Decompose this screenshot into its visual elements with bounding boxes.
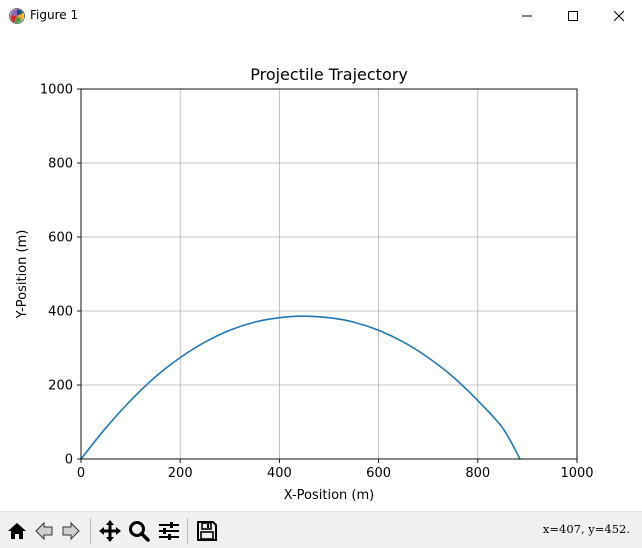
maximize-button[interactable]: [550, 0, 596, 32]
x-tick-label: 0: [77, 466, 85, 481]
forward-arrow-icon: [62, 521, 80, 541]
home-button[interactable]: [4, 518, 30, 544]
x-tick-label: 800: [465, 466, 490, 481]
configure-subplots-button[interactable]: [156, 518, 182, 544]
back-arrow-icon: [35, 521, 53, 541]
maximize-icon: [568, 11, 578, 21]
x-tick-label: 400: [267, 466, 292, 481]
axes-frame: [80, 88, 578, 460]
minimize-button[interactable]: [504, 0, 550, 32]
y-tick-label: 1000: [40, 83, 73, 98]
matplotlib-icon: [9, 8, 25, 24]
back-button[interactable]: [31, 518, 57, 544]
title-bar[interactable]: Figure 1: [0, 0, 642, 32]
x-tick-label: 600: [366, 466, 391, 481]
y-tick-label: 200: [48, 379, 73, 394]
toolbar-separator: [187, 518, 188, 544]
save-floppy-icon: [197, 521, 217, 541]
grid: [80, 88, 578, 460]
trajectory-line: [80, 315, 521, 460]
close-icon: [614, 11, 624, 21]
x-tick-label: 1000: [560, 466, 593, 481]
y-tick-label: 600: [48, 231, 73, 246]
minimize-icon: [522, 15, 532, 17]
axis-ticks: 0 200 400 600 800 1000 0 200 400 600 800 1000: [40, 83, 594, 482]
toolbar-separator: [90, 518, 91, 544]
y-tick-label: 400: [48, 305, 73, 320]
y-tick-label: 800: [48, 157, 73, 172]
y-axis-label: Y-Position (m): [15, 230, 30, 320]
pan-button[interactable]: [97, 518, 123, 544]
chart[interactable]: 0 200 400 600 800 1000 0 200 400 600 800 1000 Proje…: [0, 32, 642, 512]
subplots-configure-icon: [159, 522, 179, 540]
window-title: Figure 1: [30, 8, 79, 22]
x-tick-label: 200: [168, 466, 193, 481]
zoom-button[interactable]: [126, 518, 152, 544]
x-axis-label: X-Position (m): [284, 488, 375, 503]
save-button[interactable]: [194, 518, 220, 544]
chart-title: Projectile Trajectory: [250, 65, 408, 84]
figure-canvas[interactable]: 0 200 400 600 800 1000 0 200 400 600 800 1000 Proje…: [0, 32, 642, 512]
cursor-coordinates: x=407, y=452.: [542, 522, 630, 536]
navigation-toolbar: x=407, y=452.: [0, 511, 642, 548]
forward-button[interactable]: [58, 518, 84, 544]
pan-move-icon: [99, 520, 121, 542]
zoom-magnifier-icon: [129, 521, 150, 542]
y-tick-label: 0: [65, 453, 73, 468]
home-icon: [8, 523, 26, 539]
close-button[interactable]: [596, 0, 642, 32]
